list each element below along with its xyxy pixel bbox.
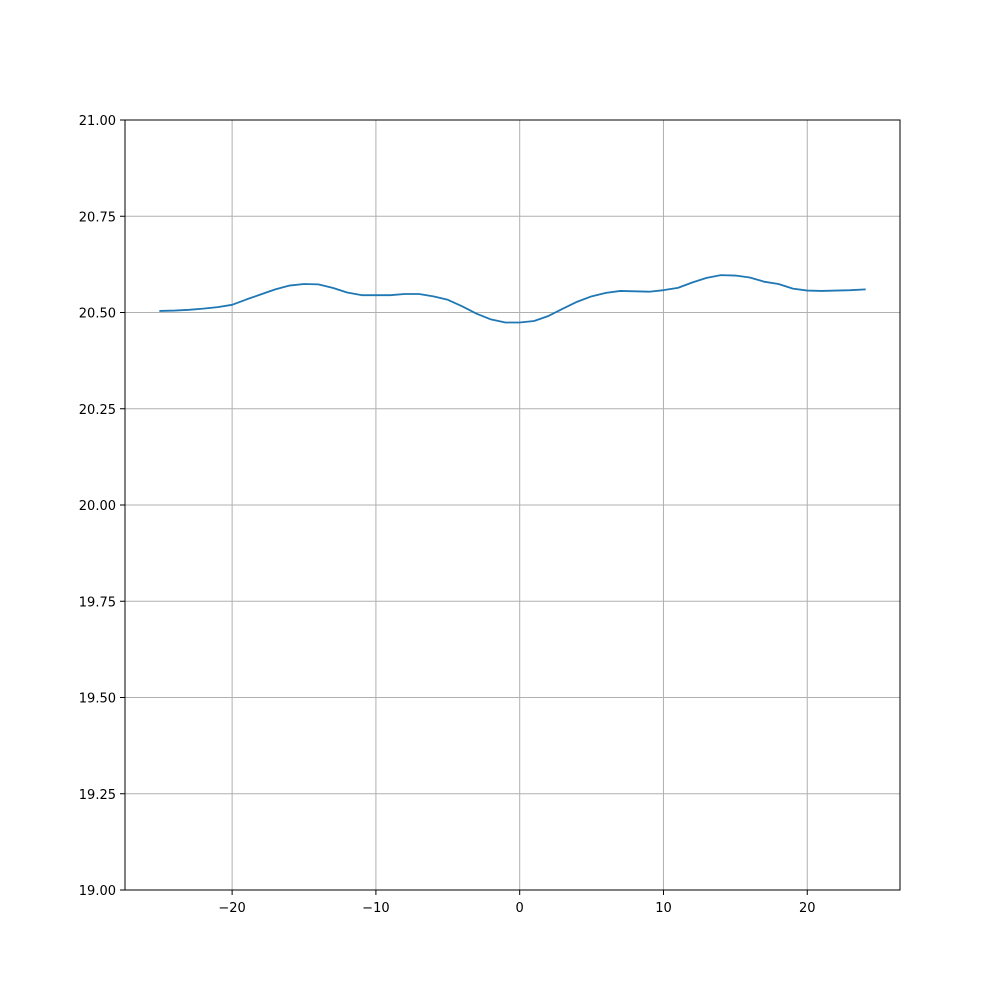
x-tick-label: 20: [799, 901, 816, 916]
series-line: [159, 274, 866, 324]
x-tick-label: 0: [516, 901, 524, 916]
y-tick-label: 19.50: [79, 692, 116, 707]
series-layer: [159, 274, 866, 324]
y-tick-label: 20.25: [79, 403, 116, 418]
y-tick-label: 19.00: [79, 884, 116, 899]
y-tick-label: 20.75: [79, 210, 116, 225]
y-tick-label: 20.50: [79, 307, 116, 322]
x-tick-label: 10: [655, 901, 672, 916]
y-tick-label: 21.00: [79, 114, 116, 129]
y-tick-label: 19.25: [79, 788, 116, 803]
plot-frame: [124, 119, 901, 891]
y-tick-label: 20.00: [79, 499, 116, 514]
x-tick-label: −20: [218, 901, 245, 916]
axes: −20 −10 0 10 20 19.00 19.25 19.50 19.75 20.00 20.2…: [79, 114, 816, 916]
x-tick-label: −10: [362, 901, 389, 916]
y-tick-label: 19.75: [79, 595, 116, 610]
